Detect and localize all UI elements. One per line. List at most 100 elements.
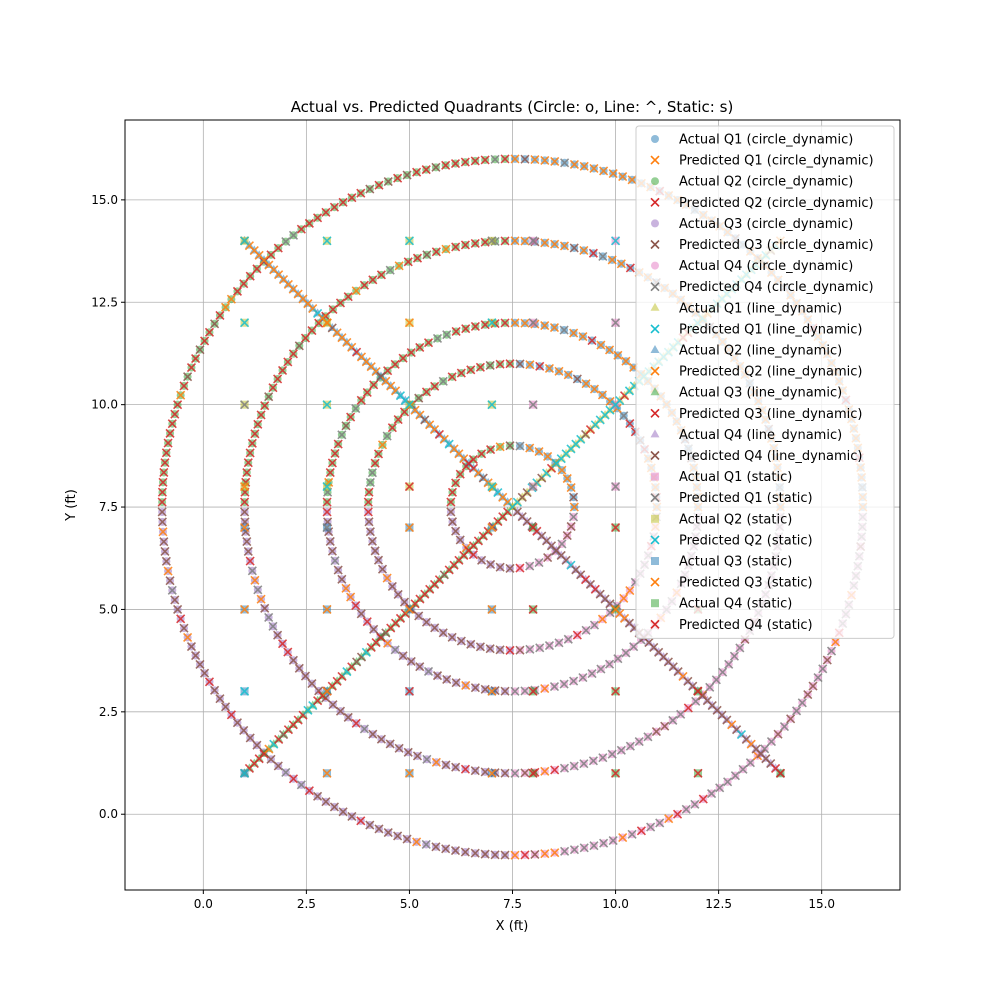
point-predicted [300,671,311,681]
point-predicted [460,847,470,857]
point-predicted [510,318,520,328]
legend-label: Predicted Q2 (static) [679,533,813,548]
point-predicted [515,645,525,655]
legend-label: Actual Q2 (static) [679,512,792,527]
y-tick-label: 15.0 [91,193,118,207]
point-predicted [423,338,434,348]
point-predicted [266,250,276,260]
point-predicted [239,522,250,533]
point-predicted [589,620,600,630]
point-predicted [515,441,525,451]
point-predicted [505,441,515,451]
point-predicted [625,741,635,751]
point-predicted [569,159,580,169]
point-predicted [383,176,393,187]
legend-marker [650,619,660,629]
point-predicted [775,768,786,778]
point-predicted [569,328,579,338]
point-predicted [283,357,293,367]
point-predicted [447,517,458,527]
point-predicted [530,155,540,165]
point-predicted [243,458,253,468]
point-predicted [520,236,530,246]
point-predicted [578,672,588,683]
point-predicted [412,751,423,761]
point-predicted [456,368,466,378]
legend-entry: Predicted Q1 (circle_dynamic) [650,154,874,169]
point-predicted [281,767,291,778]
point-predicted [239,236,250,246]
point-predicted [322,497,332,507]
point-predicted [572,374,582,384]
y-tick-label: 7.5 [99,500,118,514]
point-predicted [365,477,375,487]
point-predicted [566,521,576,532]
point-predicted [369,624,379,634]
point-predicted [724,659,734,669]
point-predicted [480,849,490,859]
point-predicted [643,732,653,742]
point-predicted [363,507,373,517]
point-predicted [215,310,225,321]
legend-label: Predicted Q1 (static) [679,491,813,506]
point-predicted [412,253,423,263]
point-predicted [560,846,570,856]
point-predicted [322,604,332,615]
point-predicted [470,683,480,693]
point-predicted [569,676,579,686]
point-predicted [495,359,505,369]
point-predicted [450,845,461,856]
point-predicted [544,363,555,374]
point-predicted [200,336,210,346]
legend-marker [650,155,660,165]
point-predicted [718,667,728,677]
point-predicted [528,482,538,492]
point-predicted [559,241,570,251]
point-predicted [486,445,496,455]
point-predicted [450,158,461,169]
point-predicted [159,537,169,547]
point-predicted [818,664,828,674]
point-predicted [520,154,530,164]
point-predicted [359,280,369,290]
point-predicted [830,637,841,647]
point-predicted [220,702,231,712]
point-predicted [455,469,465,479]
point-predicted [322,768,332,778]
point-predicted [351,403,361,414]
point-predicted [698,794,708,804]
point-predicted [619,411,629,421]
point-predicted [446,507,456,517]
point-predicted [313,791,323,801]
point-predicted [404,482,415,492]
point-predicted [195,345,205,355]
point-predicted [382,573,392,583]
point-predicted [404,686,415,696]
point-predicted [343,292,353,302]
point-predicted [563,634,573,644]
point-predicted [566,483,576,493]
point-predicted [296,224,306,234]
legend-entry: Actual Q3 (line_dynamic) [650,386,842,401]
legend-entry: Actual Q2 (line_dynamic) [650,344,842,359]
point-predicted [441,244,451,254]
point-predicted [239,768,250,778]
point-predicted [619,593,629,603]
legend-label: Actual Q2 (circle_dynamic) [679,175,853,190]
point-predicted [715,783,725,793]
point-predicted [406,656,416,667]
point-predicted [173,400,183,410]
point-predicted [528,400,538,410]
point-predicted [520,686,530,696]
point-predicted [549,322,560,333]
legend-entry: Actual Q4 (line_dynamic) [650,428,842,443]
point-predicted [277,639,288,649]
point-predicted [351,600,361,611]
point-predicted [568,512,579,522]
point-predicted [589,841,599,851]
point-predicted [160,458,170,468]
point-predicted [346,412,356,422]
point-predicted [422,754,432,764]
point-predicted [500,318,510,328]
point-predicted [525,561,535,571]
